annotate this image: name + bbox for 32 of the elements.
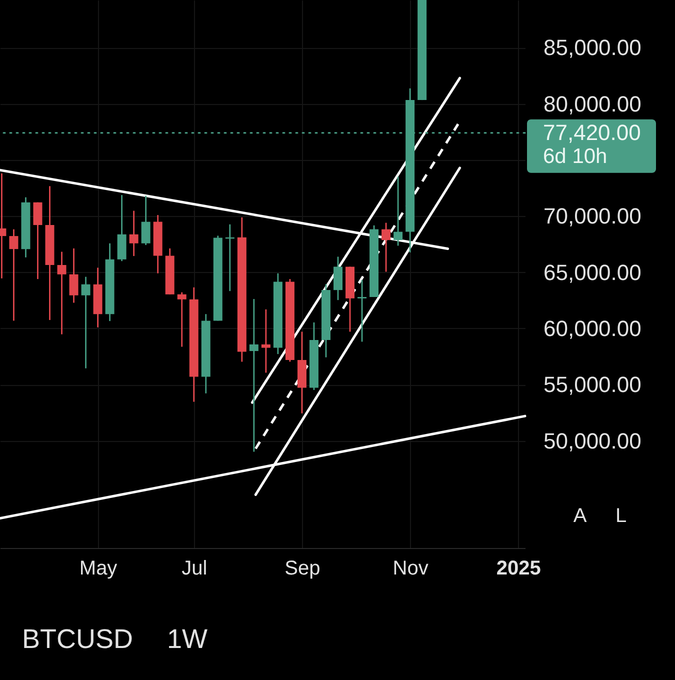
y-tick-label: 80,000.00 xyxy=(544,91,642,116)
candlestick xyxy=(141,195,150,246)
ref-line-label: 77,420.00 xyxy=(543,120,641,145)
x-tick-label: Nov xyxy=(392,558,428,580)
y-tick-label: 70,000.00 xyxy=(544,204,642,229)
candlestick xyxy=(69,248,78,304)
x-tick-label: 2025 xyxy=(496,558,541,580)
candlestick xyxy=(9,228,18,322)
candlestick xyxy=(81,276,90,370)
candlestick xyxy=(382,222,391,272)
candlestick xyxy=(129,210,138,257)
y-tick-label: 85,000.00 xyxy=(544,35,642,60)
candlestick xyxy=(394,176,403,246)
text: 1W xyxy=(167,624,208,654)
text: 6d 10h xyxy=(543,144,608,168)
y-tick-label: 60,000.00 xyxy=(544,316,642,341)
candlestick xyxy=(358,279,367,342)
candlestick xyxy=(33,202,42,280)
candlestick xyxy=(177,292,186,348)
candlestick xyxy=(333,256,342,301)
text: L xyxy=(615,505,627,527)
y-tick-label: 50,000.00 xyxy=(544,428,642,454)
candlestick xyxy=(249,298,258,452)
candlestick xyxy=(261,308,270,374)
y-tick-label: 65,000.00 xyxy=(544,260,642,285)
candlestick xyxy=(57,251,66,335)
text: A xyxy=(573,505,588,527)
text: BTCUSD xyxy=(22,624,134,654)
x-tick-label: Jul xyxy=(182,558,208,580)
x-tick-label: May xyxy=(79,558,118,580)
y-tick-label: 55,000.00 xyxy=(544,372,642,398)
x-tick-label: Sep xyxy=(284,558,320,580)
